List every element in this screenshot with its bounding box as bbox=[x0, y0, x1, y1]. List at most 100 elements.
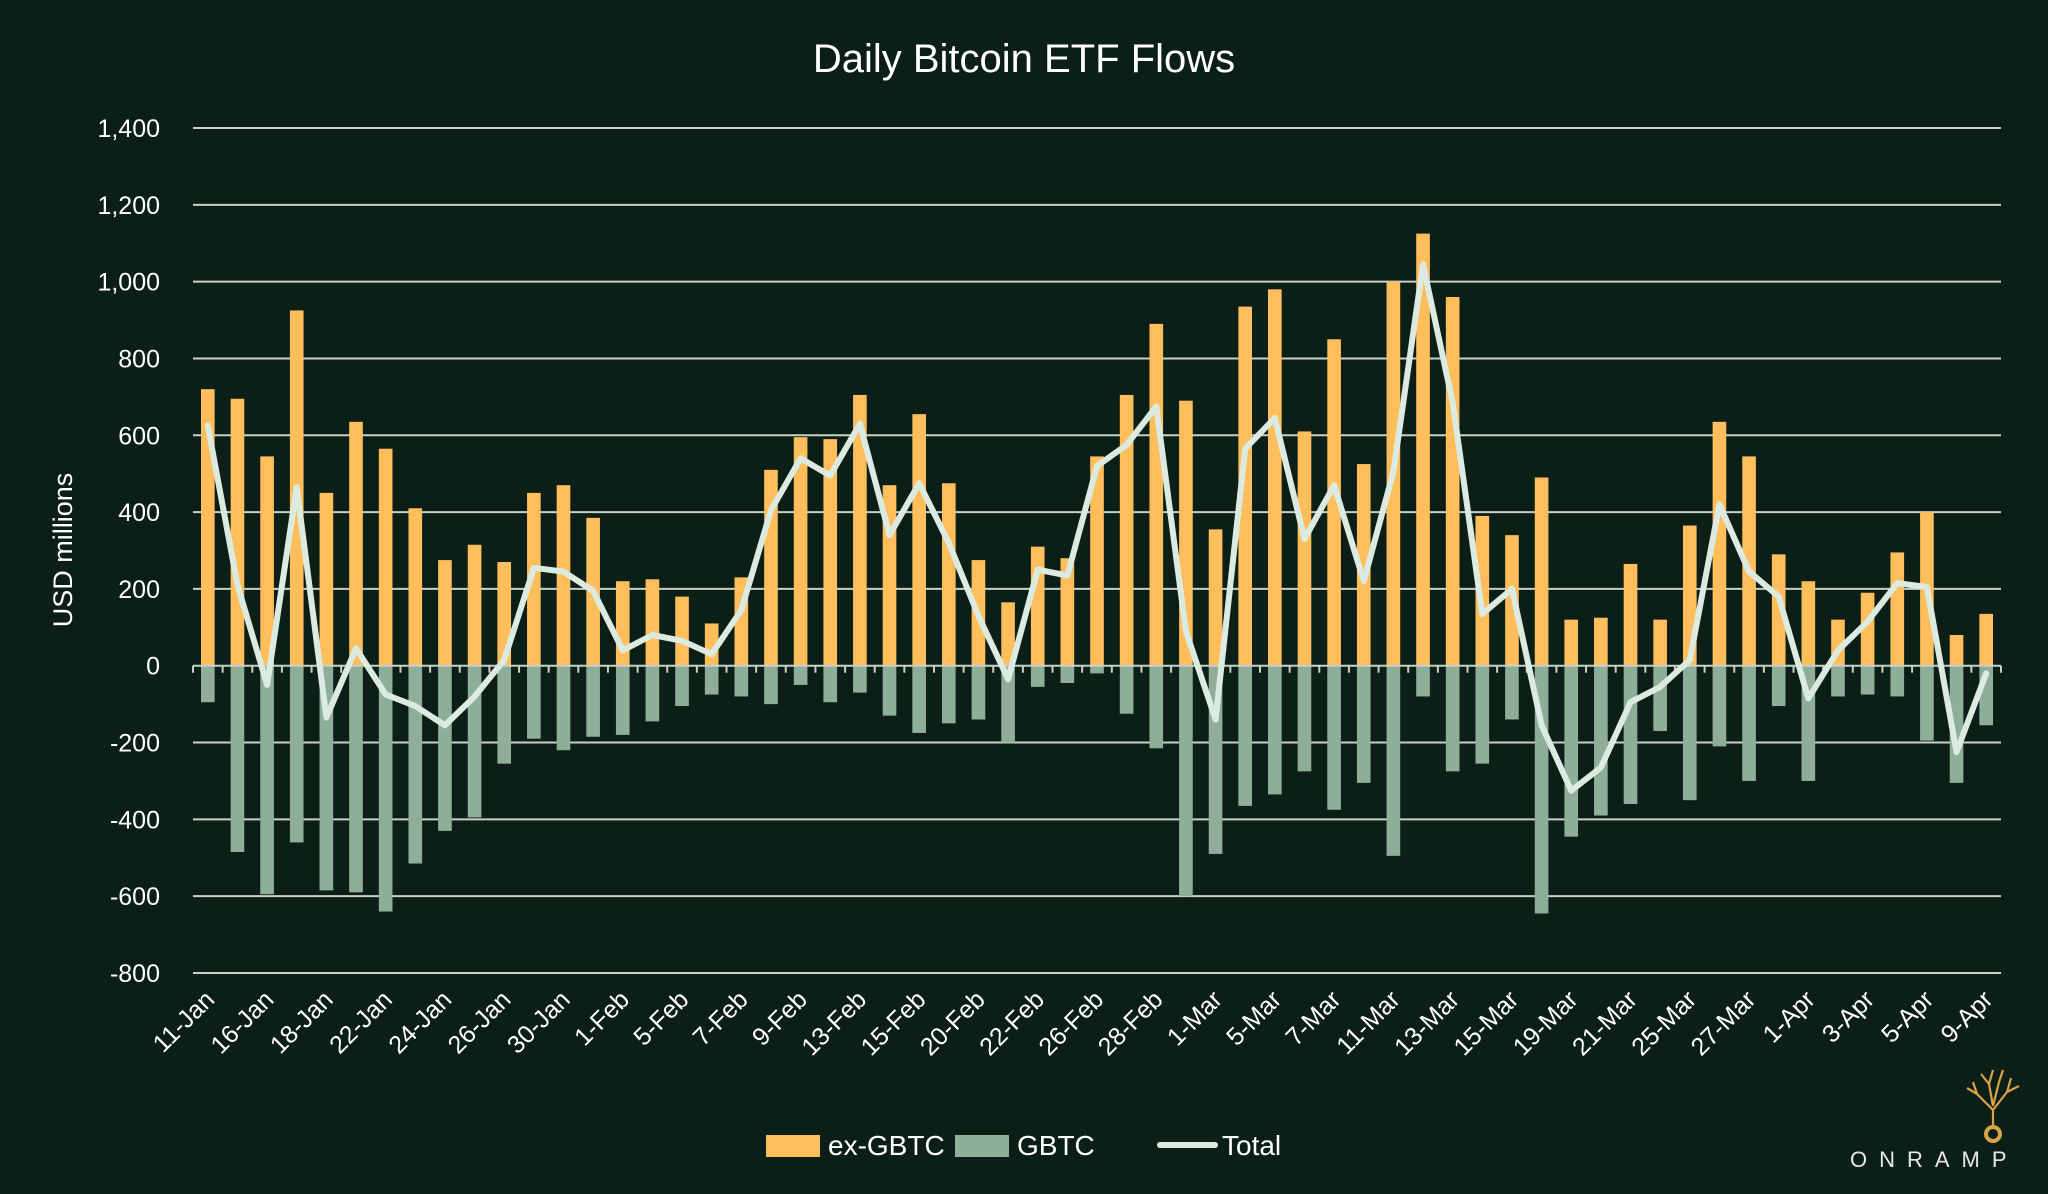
x-axis-ticks: 11-Jan16-Jan18-Jan22-Jan24-Jan26-Jan30-J… bbox=[148, 985, 1999, 1061]
y-tick-label: 1,400 bbox=[97, 115, 160, 143]
bar-ex-gbtc bbox=[378, 448, 393, 666]
bar-ex-gbtc bbox=[467, 544, 482, 666]
bar-ex-gbtc bbox=[1564, 619, 1579, 666]
x-tick-label: 22-Feb bbox=[974, 985, 1050, 1061]
x-tick-label: 11-Jan bbox=[148, 985, 221, 1058]
x-tick-label: 1-Mar bbox=[1162, 985, 1228, 1051]
bar-ex-gbtc bbox=[319, 492, 334, 666]
x-tick-label: 15-Mar bbox=[1448, 985, 1524, 1061]
bar-ex-gbtc bbox=[1890, 552, 1905, 666]
x-tick-label: 28-Feb bbox=[1093, 985, 1169, 1061]
y-tick-label: 600 bbox=[118, 422, 160, 450]
bar-ex-gbtc bbox=[1327, 339, 1341, 666]
bar-gbtc bbox=[230, 665, 245, 853]
bar-ex-gbtc bbox=[1801, 581, 1816, 666]
bar-ex-gbtc bbox=[1712, 421, 1727, 666]
bar-ex-gbtc bbox=[349, 421, 363, 666]
y-axis-ticks: 1,400 1,200 1,000 800 600 400 200 0 -200 -400 -600… bbox=[97, 115, 160, 988]
bar-gbtc bbox=[1356, 665, 1371, 783]
bar-gbtc bbox=[1297, 665, 1312, 772]
bar-gbtc bbox=[1386, 665, 1401, 856]
bar-ex-gbtc bbox=[1475, 515, 1490, 666]
bar-ex-gbtc bbox=[793, 437, 808, 666]
bar-ex-gbtc bbox=[1860, 592, 1875, 666]
bar-gbtc bbox=[1149, 665, 1164, 749]
bar-gbtc bbox=[438, 665, 452, 831]
bar-gbtc bbox=[289, 665, 304, 843]
bar-ex-gbtc bbox=[1090, 456, 1104, 666]
bar-ex-gbtc bbox=[1268, 289, 1282, 666]
bar-ex-gbtc bbox=[1416, 233, 1430, 666]
x-tick-label: 21-Mar bbox=[1567, 985, 1643, 1061]
bar-ex-gbtc bbox=[1060, 558, 1075, 666]
x-tick-label: 13-Mar bbox=[1389, 985, 1465, 1061]
x-tick-label: 26-Feb bbox=[1033, 985, 1109, 1061]
x-tick-label: 1-Feb bbox=[569, 985, 635, 1051]
legend-swatch-gbtc bbox=[955, 1135, 1009, 1157]
brand-logo: ONRAMP bbox=[1850, 1069, 2020, 1172]
bar-gbtc bbox=[971, 665, 986, 720]
y-tick-label: 1,000 bbox=[97, 269, 160, 297]
y-tick-label: -600 bbox=[110, 883, 160, 911]
bar-gbtc bbox=[1564, 665, 1579, 837]
bar-ex-gbtc bbox=[1149, 323, 1164, 666]
x-tick-label: 27-Mar bbox=[1686, 985, 1762, 1061]
x-tick-label: 5-Mar bbox=[1221, 985, 1287, 1051]
bar-ex-gbtc bbox=[675, 596, 689, 666]
bar-gbtc bbox=[556, 665, 571, 751]
bar-ex-gbtc bbox=[260, 456, 274, 666]
y-axis-label: USD millions bbox=[48, 473, 78, 628]
bar-gbtc bbox=[586, 665, 600, 737]
bar-gbtc bbox=[1416, 665, 1430, 697]
bar-gbtc bbox=[1712, 665, 1727, 747]
bar-ex-gbtc bbox=[408, 508, 423, 666]
bar-gbtc bbox=[1030, 665, 1045, 687]
bar-gbtc bbox=[1090, 665, 1104, 674]
bar-gbtc bbox=[497, 665, 512, 764]
x-tick-label: 3-Apr bbox=[1817, 985, 1880, 1048]
x-tick-label: 19-Mar bbox=[1508, 985, 1584, 1061]
bar-gbtc bbox=[1949, 665, 1964, 783]
bar-gbtc bbox=[1268, 665, 1282, 795]
x-tick-label: 26-Jan bbox=[443, 985, 517, 1059]
bar-gbtc bbox=[1771, 665, 1786, 707]
y-tick-label: -200 bbox=[110, 730, 160, 758]
y-tick-label: 1,200 bbox=[97, 192, 160, 220]
bar-gbtc bbox=[1179, 665, 1193, 897]
bar-ex-gbtc bbox=[1119, 394, 1134, 666]
bars bbox=[201, 233, 1993, 914]
bar-ex-gbtc bbox=[438, 560, 452, 666]
legend-label-ex-gbtc: ex-GBTC bbox=[828, 1130, 945, 1161]
x-tick-label: 5-Apr bbox=[1876, 985, 1939, 1048]
bar-gbtc bbox=[704, 665, 719, 695]
bar-ex-gbtc bbox=[1208, 529, 1223, 666]
bar-ex-gbtc bbox=[1979, 613, 1993, 666]
bar-gbtc bbox=[349, 665, 363, 893]
legend: ex-GBTC GBTC Total bbox=[766, 1130, 1281, 1161]
bar-gbtc bbox=[1831, 665, 1845, 697]
bar-gbtc bbox=[1860, 665, 1875, 695]
x-tick-label: 7-Feb bbox=[688, 985, 754, 1051]
bar-ex-gbtc bbox=[1949, 635, 1964, 666]
bar-ex-gbtc bbox=[556, 485, 571, 666]
bar-gbtc bbox=[1682, 665, 1697, 801]
x-tick-label: 11-Mar bbox=[1331, 985, 1405, 1059]
bar-ex-gbtc bbox=[853, 394, 867, 666]
bar-ex-gbtc bbox=[1653, 619, 1667, 666]
bar-ex-gbtc bbox=[1771, 554, 1786, 666]
bar-ex-gbtc bbox=[941, 483, 956, 666]
bar-gbtc bbox=[1594, 665, 1608, 816]
bar-gbtc bbox=[527, 665, 541, 739]
bar-ex-gbtc bbox=[1001, 602, 1015, 666]
bar-gbtc bbox=[615, 665, 630, 735]
x-tick-label: 1-Apr bbox=[1758, 985, 1821, 1048]
brand-name: ONRAMP bbox=[1850, 1147, 2019, 1172]
x-tick-label: 9-Apr bbox=[1935, 985, 1998, 1048]
bar-gbtc bbox=[1742, 665, 1756, 781]
bar-gbtc bbox=[675, 665, 689, 707]
y-tick-label: 400 bbox=[118, 499, 160, 527]
x-tick-label: 5-Feb bbox=[628, 985, 694, 1051]
bar-ex-gbtc bbox=[645, 579, 660, 666]
bar-gbtc bbox=[1001, 665, 1015, 743]
bar-gbtc bbox=[645, 665, 660, 722]
